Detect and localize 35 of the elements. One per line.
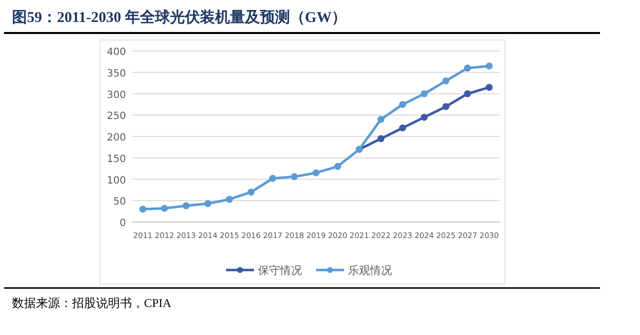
y-tick-label: 150 — [106, 154, 126, 165]
point — [377, 135, 384, 142]
y-tick-label: 50 — [113, 196, 126, 208]
point — [420, 114, 428, 121]
point — [139, 206, 146, 213]
point — [464, 90, 472, 98]
point — [399, 100, 406, 108]
point — [442, 77, 450, 84]
point — [377, 116, 384, 123]
point — [226, 196, 233, 203]
legend-label: 乐观情况 — [348, 264, 392, 277]
y-tick-label: 0 — [120, 218, 126, 229]
point — [486, 84, 493, 91]
point — [182, 202, 190, 210]
point — [269, 174, 276, 182]
point — [160, 204, 168, 212]
source-note: 数据来源：招股说明书，CPIA — [12, 296, 172, 310]
legend-label: 保守情况 — [258, 264, 302, 277]
point — [420, 90, 428, 98]
title: 图59：2011-2030 年全球光伏装机量及预测（GW） — [12, 10, 347, 26]
point — [464, 64, 472, 72]
point — [334, 162, 342, 170]
point — [442, 103, 450, 110]
point — [486, 62, 493, 70]
point — [204, 200, 212, 208]
y-tick-label: 200 — [106, 132, 126, 144]
y-tick-label: 300 — [106, 90, 126, 101]
point — [312, 169, 320, 176]
point — [399, 124, 406, 132]
point — [248, 188, 255, 196]
point — [290, 173, 298, 180]
y-tick-label: 100 — [106, 175, 126, 186]
y-tick-label: 400 — [106, 47, 126, 58]
y-tick-label: 350 — [106, 68, 126, 80]
y-tick-label: 250 — [106, 111, 126, 122]
